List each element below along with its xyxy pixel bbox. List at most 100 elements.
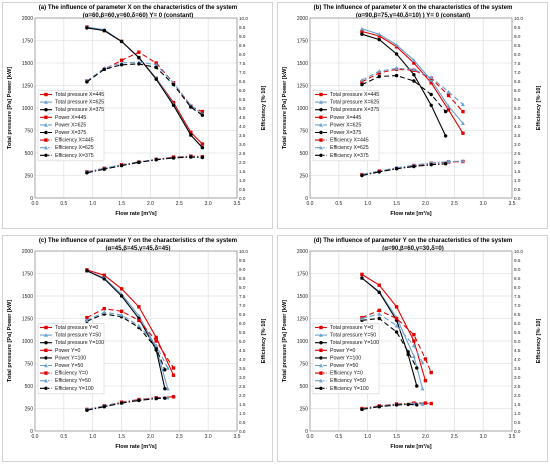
y2-tick-label: 0.5 — [514, 420, 521, 425]
legend-item: Power X=625 — [315, 122, 361, 128]
legend-item: Power Y=0 — [40, 348, 81, 354]
data-point — [394, 42, 399, 47]
data-point — [461, 109, 465, 114]
y-tick-label: 250 — [300, 173, 309, 179]
data-point — [102, 273, 106, 277]
y-tick-label: 1750 — [22, 271, 33, 277]
data-point — [189, 105, 193, 109]
data-point — [412, 333, 416, 337]
data-point — [163, 396, 167, 400]
data-point — [360, 316, 364, 321]
legend-label: Power Y=100 — [55, 355, 86, 361]
y2-tick-label: 1.5 — [514, 169, 521, 174]
y2-tick-label: 6.0 — [514, 321, 521, 326]
y2-tick-label: 3.5 — [514, 133, 521, 138]
x-axis-label: Flow rate [m³/s] — [390, 443, 431, 450]
chart-title: (a) The influence of parameter X on the … — [39, 4, 238, 11]
data-point — [406, 350, 410, 354]
data-point — [360, 80, 364, 84]
legend-label: Total pressure X=445 — [330, 92, 379, 98]
data-point — [137, 398, 141, 403]
legend-label: Total pressure Y=0 — [330, 325, 373, 331]
data-point — [119, 312, 124, 317]
chart-subtitle: (α=60,β=60,γ=60,δ=60) Y= 0 (constant) — [83, 12, 194, 19]
chart-panel-a: (a) The influence of parameter X on the … — [2, 2, 273, 229]
data-point — [461, 131, 465, 135]
data-point — [377, 290, 381, 295]
x-tick-label: 3.0 — [480, 434, 487, 440]
data-point — [377, 311, 382, 316]
data-point — [406, 402, 410, 407]
legend-item: Efficiency Y=0 — [315, 371, 363, 377]
data-point — [394, 403, 399, 407]
x-tick-label: 3.0 — [480, 201, 487, 207]
y-tick-label: 1000 — [22, 339, 33, 345]
y-tick-label: 0 — [30, 196, 33, 202]
y2-tick-label: 9.5 — [514, 258, 521, 263]
x-tick-label: 2.0 — [422, 434, 429, 440]
data-point — [189, 133, 193, 137]
x-tick-label: 0.0 — [32, 201, 39, 207]
y2-tick-label: 6.0 — [239, 88, 246, 93]
data-point — [44, 100, 48, 104]
legend-label: Efficiency X=625 — [330, 145, 369, 151]
legend-label: Efficiency X=375 — [55, 153, 94, 159]
y-tick-label: 2000 — [297, 249, 308, 255]
y2-tick-label: 2.0 — [514, 393, 521, 398]
legend-label: Efficiency Y=50 — [330, 378, 366, 384]
y2-tick-label: 0.5 — [239, 420, 246, 425]
series-line — [86, 27, 203, 148]
y2-tick-label: 5.0 — [514, 106, 521, 111]
legend-item: Total pressure X=445 — [315, 92, 379, 98]
legend-label: Power Y=0 — [330, 348, 356, 354]
x-tick-label: 3.5 — [234, 201, 241, 207]
legend-item: Power Y=50 — [40, 363, 83, 369]
y2-tick-label: 4.5 — [514, 348, 521, 353]
data-point — [411, 67, 416, 71]
data-point — [137, 318, 141, 322]
legend-label: Total pressure Y=0 — [55, 325, 98, 331]
y2-tick-label: 9.0 — [514, 34, 521, 39]
data-point — [394, 66, 399, 71]
y2-tick-label: 7.5 — [239, 294, 246, 299]
y2-tick-label: 7.5 — [514, 294, 521, 299]
series-2 — [85, 26, 205, 150]
data-point — [154, 343, 159, 348]
data-point — [319, 378, 323, 383]
chart-panel-b: (b) The influence of parameter X on the … — [277, 2, 548, 229]
legend-label: Efficiency X=625 — [55, 145, 94, 151]
data-point — [319, 356, 323, 360]
data-point — [415, 403, 419, 407]
series-line — [86, 63, 203, 116]
data-point — [85, 408, 89, 412]
data-point — [137, 160, 141, 165]
series-4 — [360, 66, 465, 107]
data-point — [411, 58, 416, 62]
legend-item: Power Y=50 — [315, 363, 358, 369]
legend-item: Power Y=100 — [40, 355, 86, 361]
x-tick-label: 0.0 — [307, 201, 314, 207]
series-line — [86, 61, 203, 115]
data-point — [119, 63, 124, 67]
data-point — [44, 356, 48, 360]
data-point — [137, 305, 141, 309]
data-point — [171, 373, 176, 377]
y2-tick-label: 2.5 — [239, 384, 246, 389]
data-point — [44, 325, 48, 330]
y-tick-label: 2000 — [297, 16, 308, 22]
legend-label: Total pressure X=445 — [55, 92, 104, 98]
data-point — [200, 145, 205, 150]
x-tick-label: 1.5 — [393, 201, 400, 207]
legend-label: Efficiency Y=0 — [55, 371, 88, 377]
data-point — [171, 156, 176, 160]
data-point — [319, 122, 323, 127]
data-point — [360, 272, 364, 277]
series-line — [361, 313, 423, 363]
data-point — [360, 82, 364, 87]
legend-label: Power X=625 — [55, 122, 86, 128]
x-tick-label: 2.0 — [147, 201, 154, 207]
data-point — [461, 159, 465, 163]
data-point — [446, 89, 451, 94]
data-point — [119, 39, 124, 44]
